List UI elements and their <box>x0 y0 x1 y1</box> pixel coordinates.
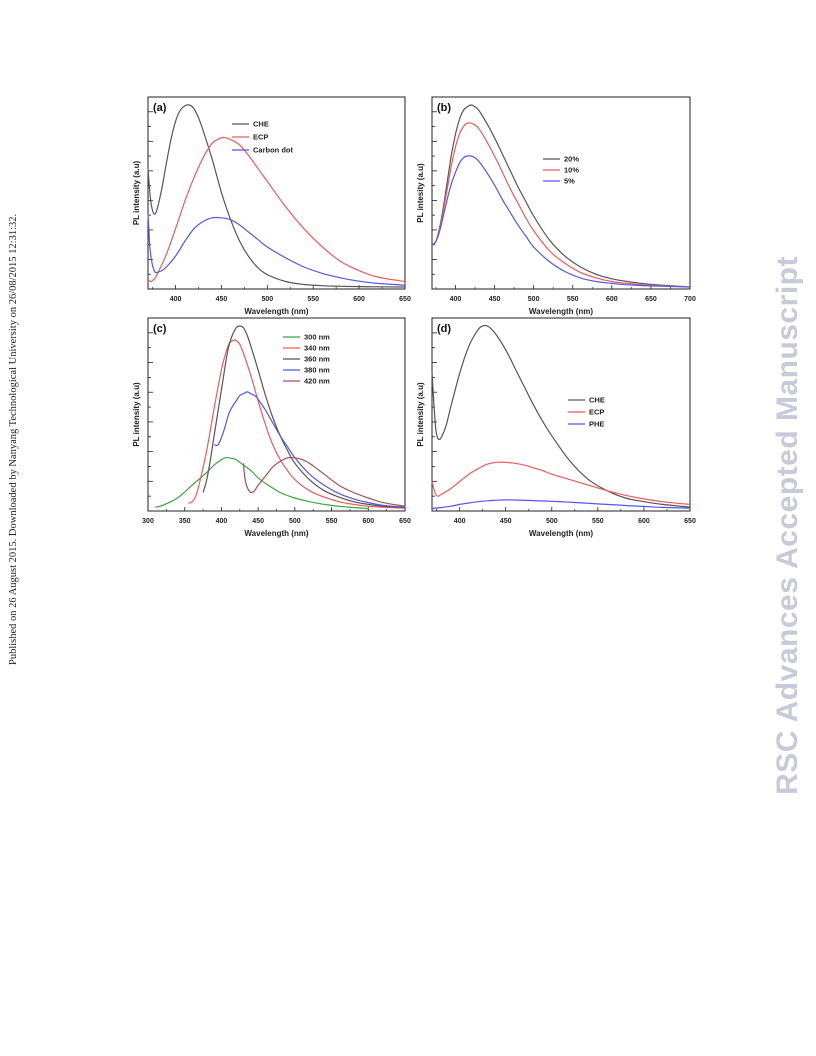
series-line-ecp <box>431 461 691 505</box>
x-axis-label: Wavelength (nm) <box>244 529 308 538</box>
series-line-380-nm <box>213 391 406 508</box>
x-tick-label: 450 <box>252 518 264 525</box>
x-tick-label: 500 <box>261 296 273 303</box>
legend: CHE ECP PHE <box>568 396 605 429</box>
legend-label: 360 nm <box>304 355 330 364</box>
legend-label: CHE <box>253 120 269 129</box>
legend-label: 300 nm <box>304 333 330 342</box>
series-line-420-nm <box>242 456 406 507</box>
legend-label: CHE <box>589 396 605 405</box>
x-tick-label: 500 <box>289 518 301 525</box>
x-tick-label: 400 <box>454 518 466 525</box>
plot-frame <box>431 317 691 512</box>
x-tick-label: 400 <box>450 296 462 303</box>
x-tick-label: 450 <box>500 518 512 525</box>
legend: 20% 10% 5% <box>543 155 579 186</box>
plot-frame <box>431 96 691 290</box>
legend-label: ECP <box>589 408 604 417</box>
series-line-ecp <box>147 136 406 283</box>
plot-frame <box>147 96 406 290</box>
series-line-che <box>431 324 691 508</box>
plot-frame <box>147 317 406 512</box>
y-axis-label: PL intensity (a.u) <box>132 382 141 447</box>
panel-label: (c) <box>153 323 167 335</box>
x-axis-label: Wavelength (nm) <box>244 307 308 316</box>
series-line-300-nm <box>155 457 369 510</box>
panel-label: (d) <box>437 323 451 335</box>
series-line-20- <box>431 104 691 288</box>
x-axis-label: Wavelength (nm) <box>529 529 593 538</box>
series-line-che <box>147 104 406 288</box>
panel-label: (a) <box>153 102 167 114</box>
y-axis-label: PL intensity (a.u) <box>416 382 425 447</box>
x-tick-label: 550 <box>567 296 579 303</box>
legend-label: ECP <box>253 133 268 142</box>
y-axis-label: PL intensity (a.u) <box>132 161 141 226</box>
x-axis-label: Wavelength (nm) <box>529 307 593 316</box>
x-tick-label: 450 <box>216 296 228 303</box>
panel-b: 400 450 500 550 600 650 700 Wavelength (nm) PL i… <box>416 96 696 316</box>
x-tick-label: 650 <box>684 518 696 525</box>
panel-a: 400 450 500 550 600 650 Wavelength (nm) PL inte… <box>132 96 411 316</box>
legend-label: 420 nm <box>304 377 330 386</box>
x-tick-label: 600 <box>638 518 650 525</box>
x-tick-label: 450 <box>489 296 501 303</box>
panel-label: (b) <box>437 102 451 114</box>
series-line-5- <box>431 155 691 288</box>
x-tick-label: 350 <box>179 518 191 525</box>
x-tick-label: 700 <box>684 296 696 303</box>
x-tick-label: 550 <box>307 296 319 303</box>
x-tick-label: 300 <box>142 518 154 525</box>
legend-label: 340 nm <box>304 344 330 353</box>
x-tick-label: 600 <box>606 296 618 303</box>
panel-c: 300 350 400 450 500 550 600 650 Wavelength (nm) P… <box>132 317 411 538</box>
legend-label: 5% <box>564 177 575 186</box>
legend-label: 380 nm <box>304 366 330 375</box>
legend: CHE ECP Carbon dot <box>232 120 293 155</box>
series-line-phe <box>431 499 691 510</box>
legend: 300 nm 340 nm 360 nm 380 nm 420 nm <box>283 333 330 386</box>
series-line-10- <box>431 122 691 288</box>
series-line-360-nm <box>202 325 406 509</box>
x-tick-label: 650 <box>399 296 411 303</box>
x-tick-label: 500 <box>546 518 558 525</box>
x-tick-label: 400 <box>170 296 182 303</box>
legend-label: 10% <box>564 166 579 175</box>
panel-d: 400 450 500 550 600 650 Wavelength (nm) PL inte… <box>416 317 696 538</box>
legend-label: 20% <box>564 155 579 164</box>
series-line-340-nm <box>188 339 406 509</box>
x-tick-label: 600 <box>362 518 374 525</box>
series-line-carbon-dot <box>147 214 406 286</box>
x-tick-label: 550 <box>326 518 338 525</box>
x-tick-label: 650 <box>399 518 411 525</box>
legend-label: Carbon dot <box>253 146 293 155</box>
x-tick-label: 600 <box>353 296 365 303</box>
x-tick-label: 550 <box>592 518 604 525</box>
x-tick-label: 400 <box>216 518 228 525</box>
legend-label: PHE <box>589 420 604 429</box>
x-tick-label: 650 <box>645 296 657 303</box>
y-axis-label: PL intesity (a.u) <box>416 163 425 223</box>
x-tick-label: 500 <box>528 296 540 303</box>
